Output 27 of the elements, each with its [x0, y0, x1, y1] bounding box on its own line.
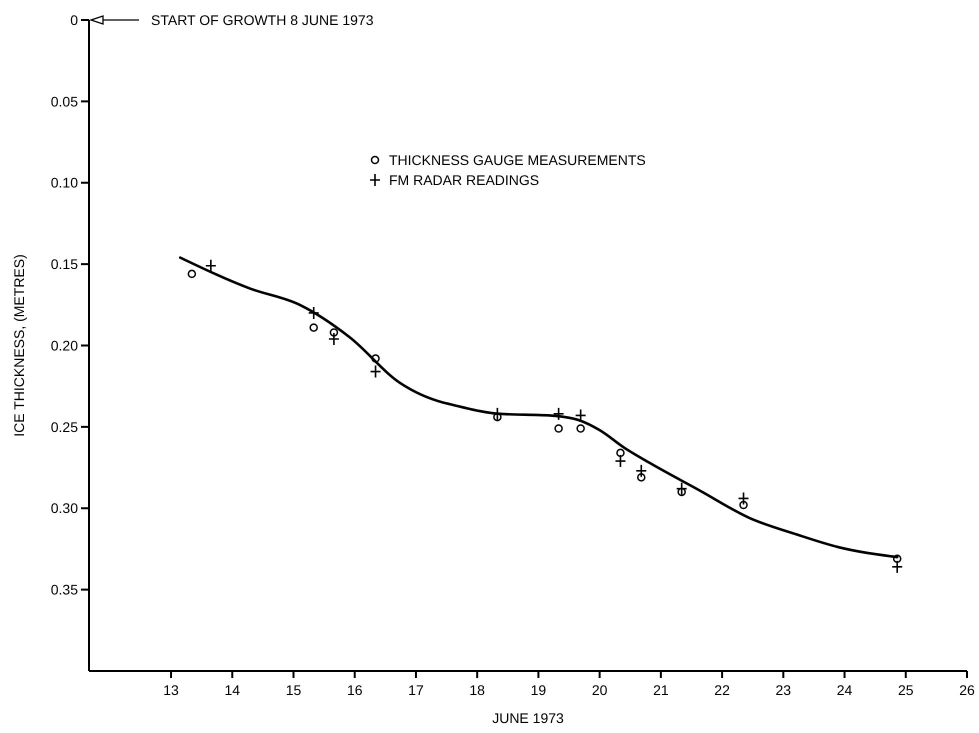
y-tick-label: 0.25 — [50, 418, 78, 435]
x-tick-label: 15 — [286, 682, 302, 698]
legend-label: FM RADAR READINGS — [389, 172, 540, 188]
x-tick-label: 24 — [836, 682, 853, 698]
y-tick-label: 0.35 — [50, 582, 78, 598]
y-tick-label: 0.05 — [50, 93, 78, 110]
x-tick-label: 22 — [714, 682, 730, 698]
x-tick-label: 23 — [776, 682, 792, 698]
x-tick-label: 13 — [163, 682, 180, 698]
x-tick-label: 21 — [653, 682, 669, 698]
y-tick-label: 0 — [70, 12, 78, 28]
x-tick-label: 26 — [959, 682, 975, 698]
y-tick-label: 0.15 — [50, 256, 78, 272]
y-axis-title: ICE THICKNESS, (METRES) — [11, 254, 27, 437]
x-tick-label: 18 — [469, 682, 486, 698]
x-tick-label: 14 — [224, 682, 240, 698]
annotation: START OF GROWTH 8 JUNE 1973 — [151, 12, 374, 28]
legend-label: THICKNESS GAUGE MEASUREMENTS — [389, 152, 646, 168]
x-tick-label: 20 — [592, 682, 608, 698]
y-tick-label: 0.10 — [50, 174, 78, 191]
x-axis-title: JUNE 1973 — [492, 710, 564, 726]
y-tick-label: 0.30 — [50, 500, 78, 516]
x-tick-label: 25 — [898, 682, 914, 698]
x-tick-label: 19 — [530, 682, 546, 698]
x-tick-label: 16 — [346, 682, 363, 698]
x-tick-label: 17 — [408, 682, 424, 698]
y-tick-label: 0.20 — [50, 337, 78, 354]
